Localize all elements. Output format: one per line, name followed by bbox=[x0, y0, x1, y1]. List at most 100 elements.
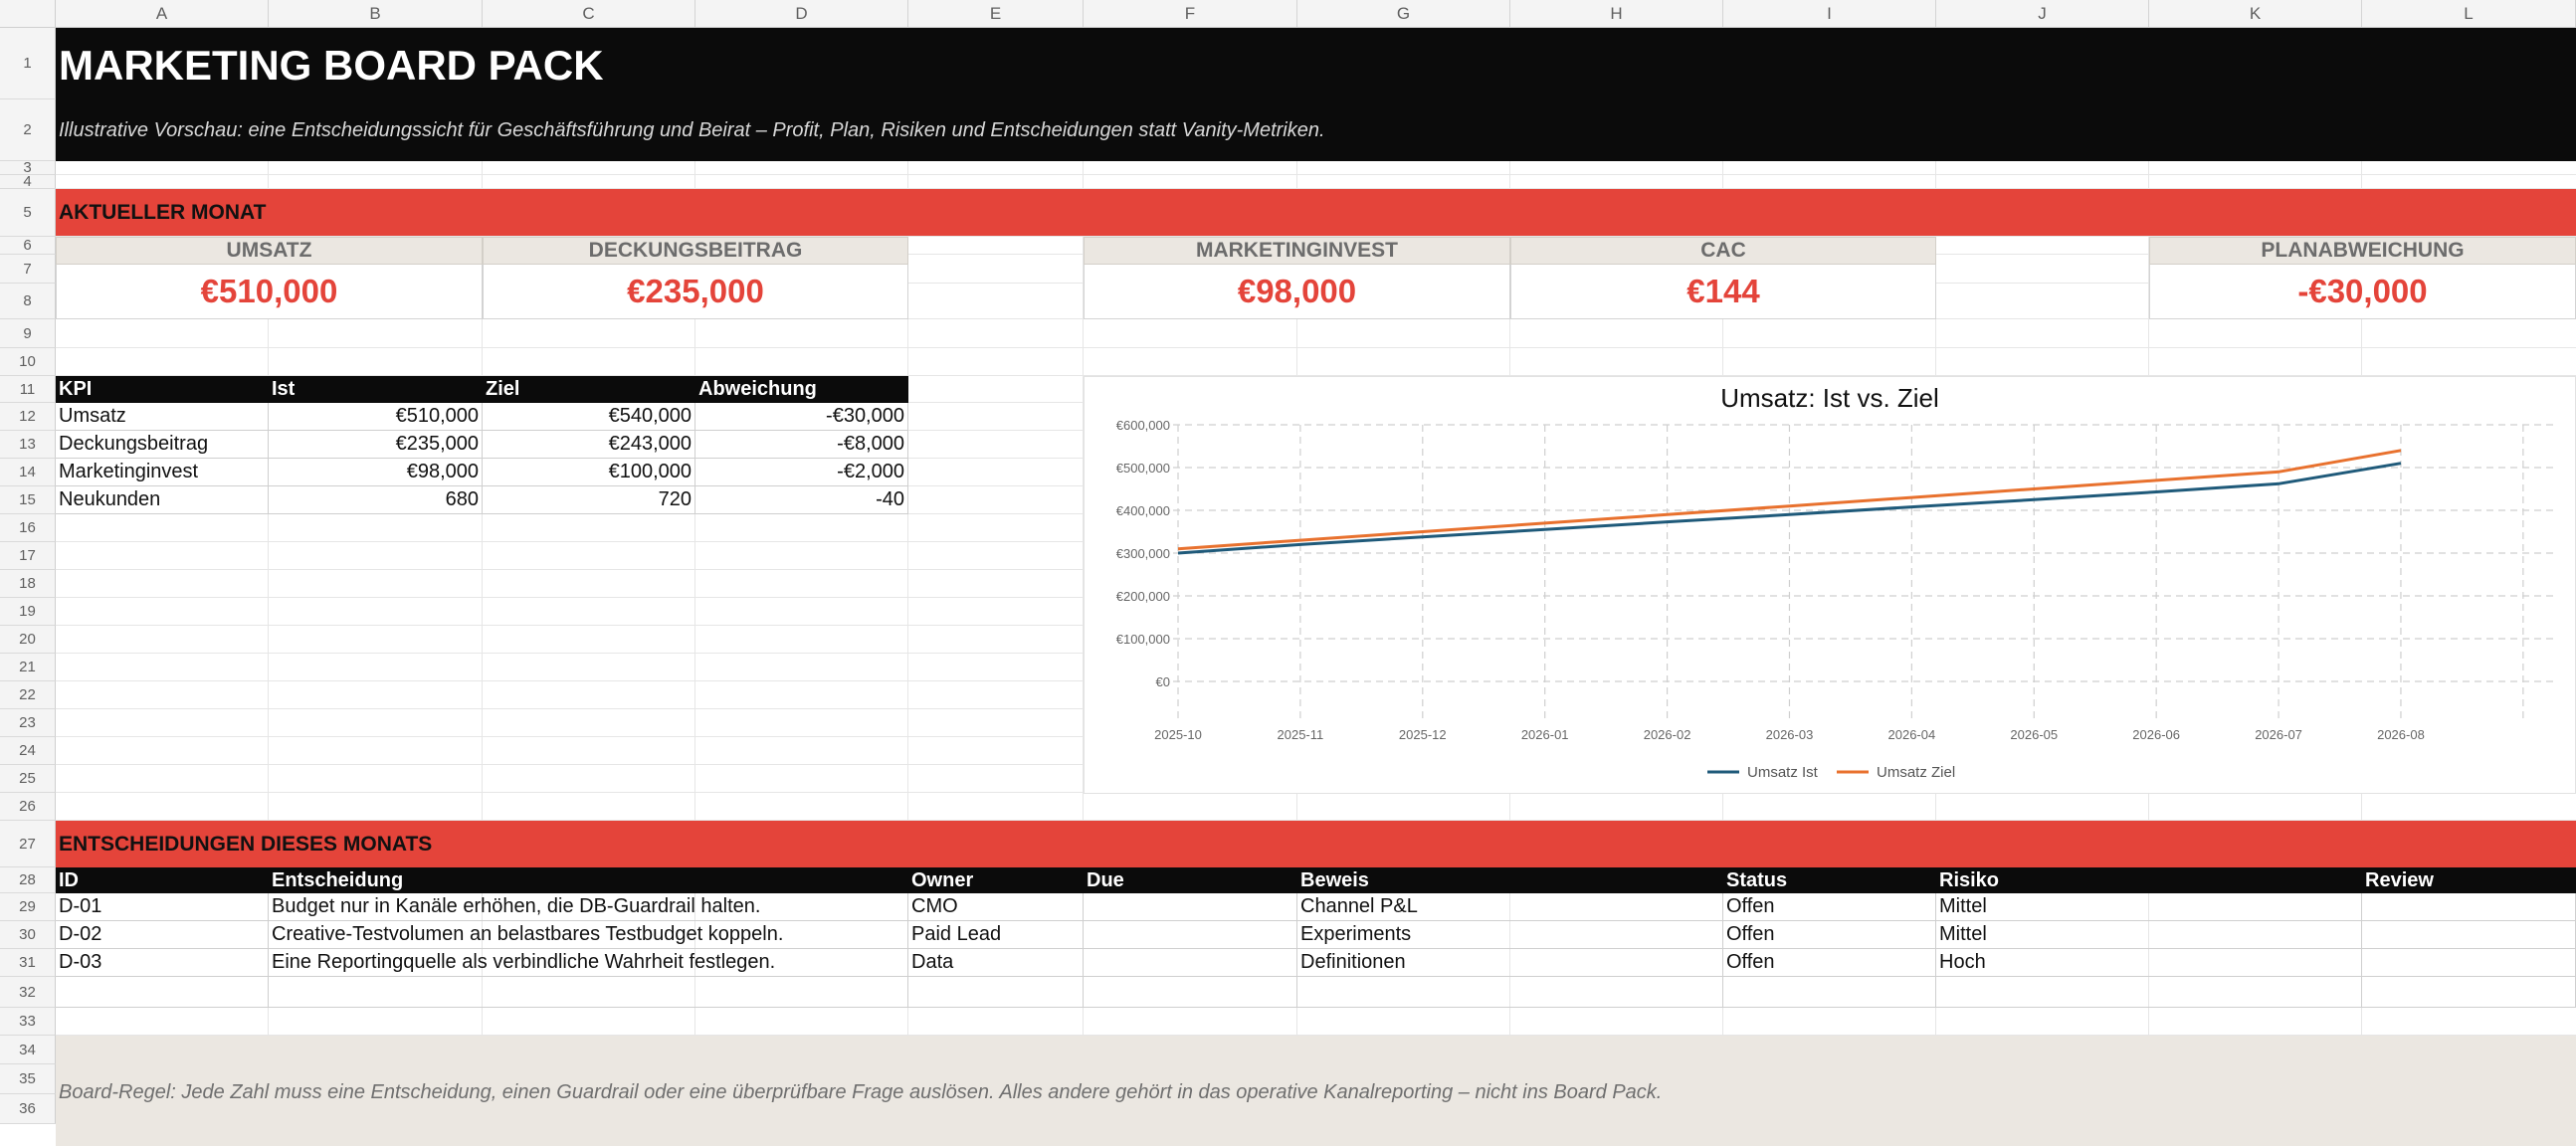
kpi-value-deckungsbeitrag[interactable]: €235,000 bbox=[483, 265, 908, 319]
row-header-33[interactable]: 33 bbox=[0, 1008, 56, 1036]
kpi-value-marketinginvest[interactable]: €98,000 bbox=[1084, 265, 1510, 319]
kpi-table-cell[interactable]: €540,000 bbox=[483, 403, 695, 431]
kpi-value-cac[interactable]: €144 bbox=[1510, 265, 1936, 319]
select-all-corner[interactable] bbox=[0, 0, 56, 28]
decisions-cell[interactable] bbox=[1084, 921, 1297, 949]
row-header-4[interactable]: 4 bbox=[0, 173, 56, 190]
row-header-35[interactable]: 35 bbox=[0, 1064, 56, 1094]
row-header-18[interactable]: 18 bbox=[0, 570, 56, 598]
column-header-a[interactable]: A bbox=[56, 0, 269, 28]
row-header-15[interactable]: 15 bbox=[0, 486, 56, 514]
row-header-24[interactable]: 24 bbox=[0, 737, 56, 765]
decisions-cell[interactable] bbox=[1084, 893, 1297, 921]
kpi-value-planabweichung[interactable]: -€30,000 bbox=[2149, 265, 2576, 319]
row-header-20[interactable]: 20 bbox=[0, 626, 56, 654]
column-header-c[interactable]: C bbox=[483, 0, 695, 28]
row-header-12[interactable]: 12 bbox=[0, 403, 56, 431]
kpi-table-cell[interactable]: Marketinginvest bbox=[56, 459, 269, 486]
decisions-cell[interactable]: Eine Reportingquelle als verbindliche Wa… bbox=[269, 949, 908, 977]
decisions-cell[interactable] bbox=[269, 977, 908, 1008]
kpi-table-cell[interactable]: €235,000 bbox=[269, 431, 483, 459]
decisions-cell[interactable] bbox=[2362, 949, 2576, 977]
row-header-21[interactable]: 21 bbox=[0, 654, 56, 681]
decisions-cell[interactable]: CMO bbox=[908, 893, 1084, 921]
row-header-19[interactable]: 19 bbox=[0, 598, 56, 626]
row-header-3[interactable]: 3 bbox=[0, 159, 56, 176]
row-header-17[interactable]: 17 bbox=[0, 542, 56, 570]
column-header-f[interactable]: F bbox=[1084, 0, 1297, 28]
revenue-chart[interactable]: Umsatz: Ist vs. Ziel €0 €100,000 €200,000 €… bbox=[1084, 376, 2576, 794]
row-header-36[interactable]: 36 bbox=[0, 1094, 56, 1124]
row-header-27[interactable]: 27 bbox=[0, 821, 56, 867]
row-header-31[interactable]: 31 bbox=[0, 949, 56, 977]
decisions-cell[interactable]: Mittel bbox=[1936, 921, 2362, 949]
row-header-28[interactable]: 28 bbox=[0, 867, 56, 893]
row-header-13[interactable]: 13 bbox=[0, 431, 56, 459]
row-header-16[interactable]: 16 bbox=[0, 514, 56, 542]
row-header-26[interactable]: 26 bbox=[0, 793, 56, 821]
row-header-7[interactable]: 7 bbox=[0, 255, 56, 284]
decisions-cell[interactable] bbox=[2362, 977, 2576, 1008]
decisions-cell[interactable]: Paid Lead bbox=[908, 921, 1084, 949]
decisions-cell[interactable]: Offen bbox=[1723, 921, 1936, 949]
column-header-j[interactable]: J bbox=[1936, 0, 2149, 28]
row-header-5[interactable]: 5 bbox=[0, 189, 56, 237]
decisions-cell[interactable]: Hoch bbox=[1936, 949, 2362, 977]
decisions-cell[interactable] bbox=[908, 977, 1084, 1008]
row-header-29[interactable]: 29 bbox=[0, 893, 56, 921]
decisions-cell[interactable]: D-02 bbox=[56, 921, 269, 949]
decisions-cell[interactable]: Offen bbox=[1723, 949, 1936, 977]
decisions-cell[interactable]: Creative-Testvolumen an belastbares Test… bbox=[269, 921, 908, 949]
column-header-g[interactable]: G bbox=[1297, 0, 1510, 28]
decisions-cell[interactable]: Offen bbox=[1723, 893, 1936, 921]
row-header-14[interactable]: 14 bbox=[0, 459, 56, 486]
column-header-k[interactable]: K bbox=[2149, 0, 2362, 28]
kpi-table-cell[interactable]: Neukunden bbox=[56, 486, 269, 514]
row-header-6[interactable]: 6 bbox=[0, 237, 56, 255]
row-header-25[interactable]: 25 bbox=[0, 765, 56, 793]
decisions-cell[interactable]: Budget nur in Kanäle erhöhen, die DB-Gua… bbox=[269, 893, 908, 921]
decisions-cell[interactable] bbox=[56, 977, 269, 1008]
kpi-table-cell[interactable]: Umsatz bbox=[56, 403, 269, 431]
row-header-23[interactable]: 23 bbox=[0, 709, 56, 737]
decisions-cell[interactable] bbox=[2362, 921, 2576, 949]
column-header-d[interactable]: D bbox=[695, 0, 908, 28]
kpi-value-umsatz[interactable]: €510,000 bbox=[56, 265, 483, 319]
decisions-cell[interactable]: Definitionen bbox=[1297, 949, 1723, 977]
decisions-cell[interactable]: D-03 bbox=[56, 949, 269, 977]
kpi-table-cell[interactable]: -40 bbox=[695, 486, 908, 514]
column-header-e[interactable]: E bbox=[908, 0, 1084, 28]
kpi-table-cell[interactable]: 680 bbox=[269, 486, 483, 514]
decisions-cell[interactable]: Channel P&L bbox=[1297, 893, 1723, 921]
kpi-table-cell[interactable]: -€8,000 bbox=[695, 431, 908, 459]
row-header-9[interactable]: 9 bbox=[0, 319, 56, 348]
row-header-22[interactable]: 22 bbox=[0, 681, 56, 709]
decisions-cell[interactable] bbox=[1297, 977, 1723, 1008]
decisions-cell[interactable] bbox=[1723, 977, 1936, 1008]
decisions-cell[interactable]: Mittel bbox=[1936, 893, 2362, 921]
row-header-8[interactable]: 8 bbox=[0, 284, 56, 319]
kpi-table-cell[interactable]: -€2,000 bbox=[695, 459, 908, 486]
kpi-table-cell[interactable]: -€30,000 bbox=[695, 403, 908, 431]
row-header-32[interactable]: 32 bbox=[0, 977, 56, 1008]
column-header-i[interactable]: I bbox=[1723, 0, 1936, 28]
kpi-table-cell[interactable]: €98,000 bbox=[269, 459, 483, 486]
row-header-2[interactable]: 2 bbox=[0, 99, 56, 161]
decisions-cell[interactable] bbox=[1084, 977, 1297, 1008]
decisions-cell[interactable]: Data bbox=[908, 949, 1084, 977]
kpi-table-cell[interactable]: €510,000 bbox=[269, 403, 483, 431]
row-header-11[interactable]: 11 bbox=[0, 376, 56, 403]
decisions-cell[interactable]: Experiments bbox=[1297, 921, 1723, 949]
row-header-10[interactable]: 10 bbox=[0, 348, 56, 376]
decisions-cell[interactable] bbox=[2362, 893, 2576, 921]
decisions-cell[interactable]: D-01 bbox=[56, 893, 269, 921]
kpi-table-cell[interactable]: €100,000 bbox=[483, 459, 695, 486]
decisions-cell[interactable] bbox=[1936, 977, 2362, 1008]
kpi-table-cell[interactable]: €243,000 bbox=[483, 431, 695, 459]
kpi-table-cell[interactable]: Deckungsbeitrag bbox=[56, 431, 269, 459]
column-header-h[interactable]: H bbox=[1510, 0, 1723, 28]
kpi-table-cell[interactable]: 720 bbox=[483, 486, 695, 514]
row-header-30[interactable]: 30 bbox=[0, 921, 56, 949]
row-header-1[interactable]: 1 bbox=[0, 28, 56, 99]
column-header-l[interactable]: L bbox=[2362, 0, 2576, 28]
